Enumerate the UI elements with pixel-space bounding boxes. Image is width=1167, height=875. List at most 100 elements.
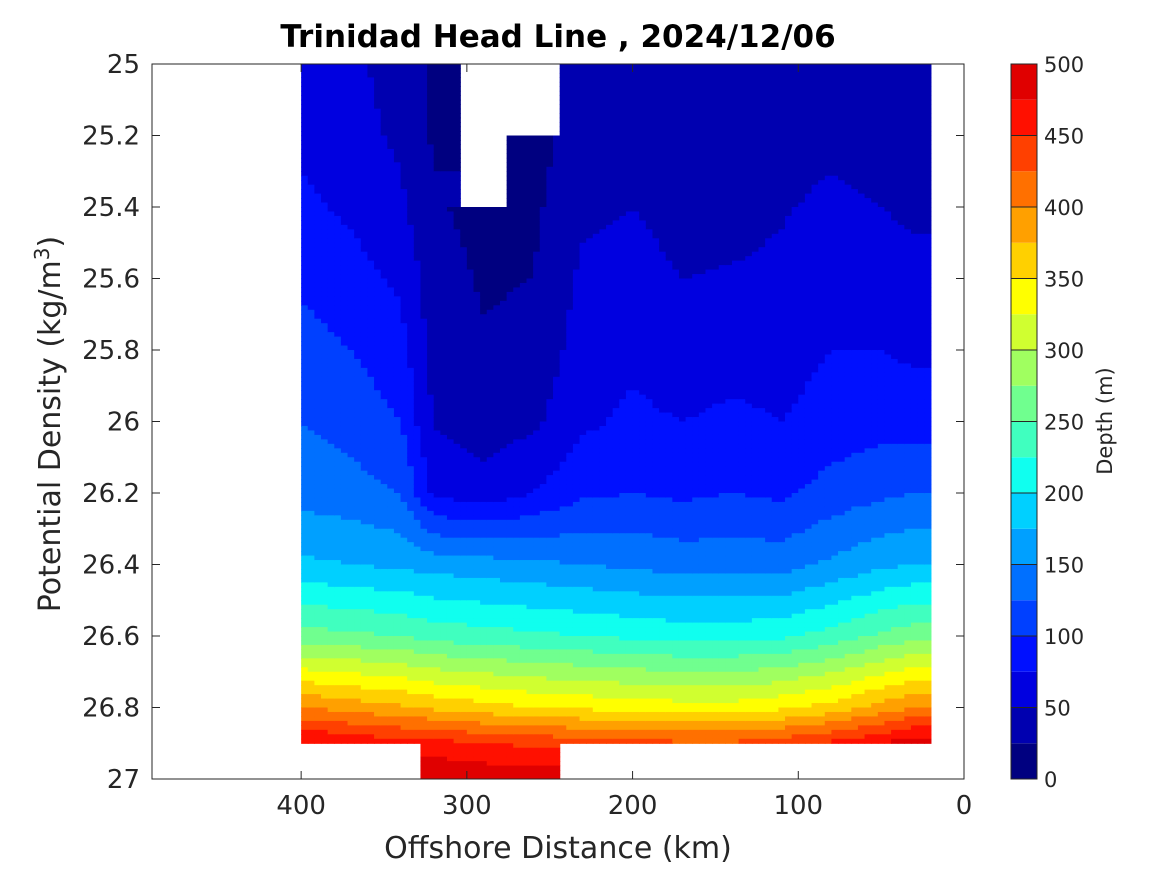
contour-cell xyxy=(433,403,441,409)
contour-cell xyxy=(334,457,342,463)
contour-cell xyxy=(301,189,309,195)
contour-cell xyxy=(334,148,342,154)
contour-cell xyxy=(433,126,441,132)
contour-cell xyxy=(420,716,428,722)
contour-cell xyxy=(500,725,508,731)
contour-cell xyxy=(500,533,508,539)
contour-cell xyxy=(340,220,349,226)
contour-cell xyxy=(446,171,455,177)
contour-cell xyxy=(321,560,329,566)
contour-cell xyxy=(367,318,375,324)
contour-cell xyxy=(374,265,382,271)
contour-cell xyxy=(340,350,349,356)
contour-cell xyxy=(500,256,508,262)
contour-cell xyxy=(460,627,468,633)
contour-cell xyxy=(301,421,309,427)
contour-cell xyxy=(334,305,342,311)
contour-cell xyxy=(433,247,441,253)
contour-cell xyxy=(433,443,441,449)
contour-cell xyxy=(460,394,468,400)
contour-cell xyxy=(453,761,461,767)
contour-cell xyxy=(380,238,388,244)
contour-cell xyxy=(301,171,309,177)
contour-cell xyxy=(354,676,362,682)
contour-cell xyxy=(380,470,388,476)
contour-cell xyxy=(314,64,322,70)
contour-cell xyxy=(407,448,415,454)
contour-cell xyxy=(334,202,342,208)
contour-cell xyxy=(327,671,335,677)
contour-cell xyxy=(334,242,342,248)
contour-cell xyxy=(440,703,448,709)
contour-cell xyxy=(393,689,402,695)
contour-cell xyxy=(334,327,342,333)
contour-cell xyxy=(400,729,408,735)
contour-cell xyxy=(440,573,448,579)
contour-cell xyxy=(374,148,382,154)
contour-cell xyxy=(427,434,435,440)
contour-cell xyxy=(387,448,395,454)
contour-cell xyxy=(513,457,521,463)
contour-cell xyxy=(387,72,395,79)
contour-cell xyxy=(446,703,455,709)
contour-cell xyxy=(427,64,435,70)
contour-cell xyxy=(374,162,382,168)
contour-cell xyxy=(446,524,455,530)
contour-cell xyxy=(460,524,468,530)
contour-cell xyxy=(446,376,455,382)
contour-cell xyxy=(427,425,435,432)
contour-cell xyxy=(393,501,402,508)
contour-cell xyxy=(460,484,468,490)
contour-cell xyxy=(446,466,455,472)
contour-cell xyxy=(354,189,362,195)
contour-cell xyxy=(407,551,415,557)
contour-cell xyxy=(327,497,335,503)
contour-cell xyxy=(334,734,342,740)
contour-cell xyxy=(400,274,408,280)
contour-cell xyxy=(367,90,375,96)
contour-cell xyxy=(314,180,322,186)
contour-cell xyxy=(321,452,329,458)
contour-cell xyxy=(301,381,309,387)
contour-cell xyxy=(314,698,322,704)
contour-cell xyxy=(420,126,428,132)
contour-cell xyxy=(321,475,329,481)
contour-cell xyxy=(354,680,362,686)
contour-cell xyxy=(307,425,315,432)
contour-cell xyxy=(393,604,402,610)
contour-cell xyxy=(307,122,315,128)
contour-cell xyxy=(466,640,475,646)
contour-cell xyxy=(446,761,455,767)
contour-cell xyxy=(440,546,448,552)
contour-cell xyxy=(413,171,422,177)
contour-cell xyxy=(440,707,448,713)
contour-cell xyxy=(460,287,468,293)
contour-cell xyxy=(446,582,455,588)
contour-cell xyxy=(400,229,408,235)
contour-cell xyxy=(460,305,468,311)
contour-cell xyxy=(347,198,355,204)
contour-cell xyxy=(360,77,369,83)
contour-cell xyxy=(340,332,349,338)
contour-cell xyxy=(407,269,415,275)
contour-cell xyxy=(387,265,395,271)
contour-cell xyxy=(314,439,322,445)
contour-cell xyxy=(367,466,375,472)
contour-cell xyxy=(393,207,402,213)
contour-cell xyxy=(486,716,494,722)
contour-cell xyxy=(440,631,448,637)
contour-cell xyxy=(446,403,455,409)
contour-cell xyxy=(513,256,521,262)
contour-cell xyxy=(420,720,428,726)
contour-cell xyxy=(354,627,362,633)
contour-cell xyxy=(446,555,455,561)
contour-cell xyxy=(314,618,322,624)
contour-cell xyxy=(387,627,395,633)
contour-cell xyxy=(506,644,514,651)
contour-cell xyxy=(307,318,315,324)
contour-cell xyxy=(466,448,475,454)
contour-cell xyxy=(453,434,461,440)
contour-cell xyxy=(453,560,461,566)
contour-cell xyxy=(340,135,349,141)
contour-cell xyxy=(400,644,408,651)
